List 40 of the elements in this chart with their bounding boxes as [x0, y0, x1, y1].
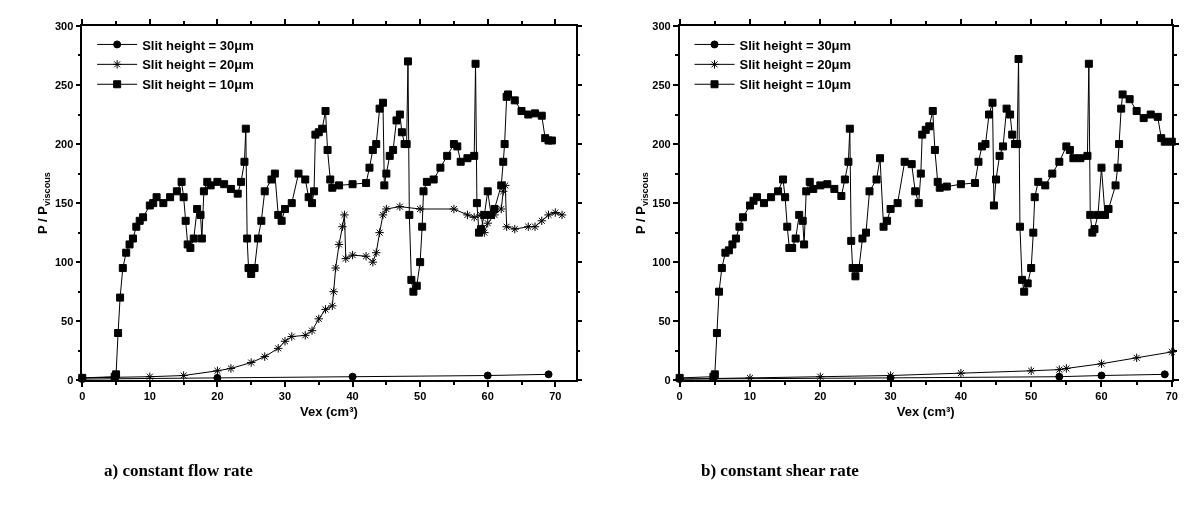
text: a) constant flow rate	[104, 461, 254, 480]
y-tick-label: 250	[54, 78, 74, 91]
y-tick-label: 250	[652, 78, 671, 91]
x-tick-label: 30	[884, 390, 897, 403]
x-tick-label: 20	[211, 390, 224, 403]
y-tick-label: 200	[652, 137, 671, 150]
x-tick-label: 0	[79, 390, 86, 403]
y-tick-label: 150	[54, 196, 74, 209]
y-tick-label: 100	[54, 256, 74, 268]
x-tick-label: 70	[549, 390, 562, 403]
y-tick-label: 100	[652, 256, 671, 268]
x-tick-label: 60	[1095, 390, 1108, 403]
y-tick-label: 150	[652, 196, 671, 209]
x-axis-title: Vex (cm³)	[896, 404, 955, 420]
x-tick-label: 50	[414, 390, 427, 403]
legend-label: Slit height = 10μm	[739, 77, 852, 93]
text: b) constant shear rate	[701, 461, 860, 480]
x-tick-label: 40	[954, 390, 968, 403]
legend-label: Slit height = 20μm	[739, 57, 852, 73]
y-tick-label: 200	[54, 137, 74, 150]
y-tick-label: 0	[664, 374, 671, 387]
legend-label: Slit height = 20μm	[142, 57, 254, 73]
x-tick-label: 40	[346, 390, 359, 403]
x-tick-label: 10	[143, 390, 156, 403]
legend-label: Slit height = 30μm	[142, 37, 254, 53]
y-tick-label: 300	[652, 19, 671, 32]
x-axis-title: Vex (cm³)	[300, 404, 358, 420]
y-tick-label: 50	[658, 315, 671, 328]
x-tick-label: 30	[278, 390, 292, 403]
x-tick-label: 0	[676, 390, 683, 403]
x-tick-label: 70	[1165, 390, 1178, 403]
x-tick-label: 50	[1025, 390, 1038, 403]
legend-label: Slit height = 30μm	[739, 37, 852, 53]
y-tick-label: 50	[61, 315, 74, 328]
x-tick-label: 10	[743, 390, 757, 403]
y-tick-label: 0	[67, 374, 74, 387]
y-tick-label: 300	[54, 19, 74, 32]
x-tick-label: 20	[814, 390, 827, 403]
x-tick-label: 60	[481, 390, 494, 403]
legend-label: Slit height = 10μm	[142, 77, 254, 93]
